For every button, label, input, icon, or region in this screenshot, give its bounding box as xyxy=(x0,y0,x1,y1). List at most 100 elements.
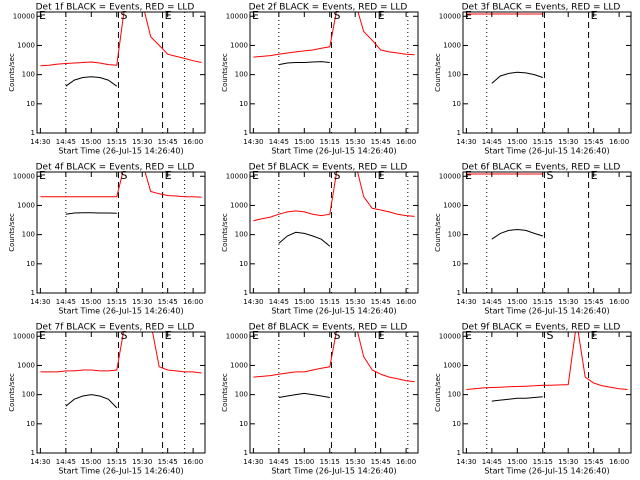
y-tick-label: 1000 xyxy=(17,41,35,49)
y-tick-label: 10000 xyxy=(439,12,461,20)
series-line xyxy=(40,332,202,374)
y-tick-label: 100 xyxy=(448,71,461,79)
y-axis-label: Counts/sec xyxy=(434,53,442,92)
x-tick-label: 15:15 xyxy=(533,458,553,466)
x-tick-label: 15:30 xyxy=(345,138,365,146)
y-tick-label: 1000 xyxy=(230,201,248,209)
chart-panel: ESE11010010001000014:3014:4515:0015:1515… xyxy=(434,163,632,316)
plot-frame xyxy=(249,171,419,294)
x-tick-label: 16:00 xyxy=(183,298,203,306)
plot-frame xyxy=(249,11,419,134)
x-tick-label: 14:45 xyxy=(482,298,502,306)
y-tick-label: 10 xyxy=(239,100,248,108)
x-tick-label: 14:30 xyxy=(30,458,50,466)
x-tick-label: 14:30 xyxy=(456,138,476,146)
event-label: E xyxy=(465,9,472,22)
x-tick-label: 14:30 xyxy=(243,138,263,146)
y-tick-label: 1 xyxy=(457,449,461,457)
y-tick-label: 10000 xyxy=(226,12,248,20)
plot-frame xyxy=(462,331,632,454)
chart-title: Det 6f BLACK = Events, RED = LLD xyxy=(462,163,621,173)
x-tick-label: 16:00 xyxy=(396,138,416,146)
y-tick-label: 1000 xyxy=(443,41,461,49)
x-tick-label: 15:45 xyxy=(158,458,178,466)
plot-area xyxy=(466,12,590,133)
y-tick-label: 100 xyxy=(448,391,461,399)
x-tick-label: 14:45 xyxy=(269,138,289,146)
chart-title: Det 7f BLACK = Events, RED = LLD xyxy=(36,323,195,333)
plot-area xyxy=(466,172,590,293)
series-line xyxy=(253,12,415,58)
y-tick-label: 10000 xyxy=(13,12,35,20)
event-label: S xyxy=(546,169,553,182)
y-axis-label: Counts/sec xyxy=(8,373,16,412)
x-tick-label: 14:30 xyxy=(243,458,263,466)
x-tick-label: 16:00 xyxy=(609,458,629,466)
plot-area xyxy=(40,12,202,133)
chart-title: Det 1f BLACK = Events, RED = LLD xyxy=(36,3,195,13)
x-tick-label: 15:00 xyxy=(294,298,314,306)
chart-title: Det 9f BLACK = Events, RED = LLD xyxy=(462,323,621,333)
y-tick-label: 10000 xyxy=(439,332,461,340)
y-tick-label: 10000 xyxy=(226,172,248,180)
series-line xyxy=(65,394,118,409)
plot-frame xyxy=(462,11,632,134)
chart-title: Det 3f BLACK = Events, RED = LLD xyxy=(462,3,621,13)
y-tick-label: 10 xyxy=(452,420,461,428)
series-line xyxy=(40,172,202,198)
chart-panel: ESE11010010001000014:3014:4515:0015:1515… xyxy=(8,323,206,476)
x-tick-label: 14:30 xyxy=(30,138,50,146)
x-tick-label: 15:30 xyxy=(558,138,578,146)
x-tick-label: 15:15 xyxy=(107,298,127,306)
x-axis-label: Start Time (26-Jul-15 14:26:40) xyxy=(484,307,609,316)
x-axis-label: Start Time (26-Jul-15 14:26:40) xyxy=(271,307,396,316)
x-tick-label: 15:00 xyxy=(507,138,527,146)
x-tick-label: 14:45 xyxy=(482,138,502,146)
event-label: E xyxy=(252,169,259,182)
y-tick-label: 100 xyxy=(22,391,35,399)
y-tick-label: 10 xyxy=(452,100,461,108)
plot-frame xyxy=(36,331,206,454)
y-tick-label: 100 xyxy=(235,71,248,79)
x-tick-label: 15:15 xyxy=(320,138,340,146)
y-axis-label: Counts/sec xyxy=(221,373,229,412)
series-line xyxy=(491,396,543,402)
y-tick-label: 1 xyxy=(457,129,461,137)
series-line xyxy=(65,212,117,215)
x-tick-label: 14:45 xyxy=(56,138,76,146)
y-tick-label: 1 xyxy=(244,289,248,297)
x-tick-label: 15:15 xyxy=(533,298,553,306)
y-tick-label: 10000 xyxy=(439,172,461,180)
x-tick-label: 14:30 xyxy=(30,298,50,306)
event-label: E xyxy=(465,329,472,342)
series-line xyxy=(491,228,543,240)
event-label: S xyxy=(120,169,127,182)
chart-panel: ESE11010010001000014:3014:4515:0015:1515… xyxy=(221,163,419,316)
y-tick-label: 100 xyxy=(448,231,461,239)
x-tick-label: 15:15 xyxy=(107,138,127,146)
y-tick-label: 1 xyxy=(31,449,35,457)
chart-panel: EE11010010001000014:3014:4515:0015:1515:… xyxy=(434,3,632,156)
y-tick-label: 1000 xyxy=(17,201,35,209)
x-tick-label: 15:00 xyxy=(81,298,101,306)
x-tick-label: 14:30 xyxy=(456,458,476,466)
y-tick-label: 1 xyxy=(31,129,35,137)
chart-panel: ESE11010010001000014:3014:4515:0015:1515… xyxy=(8,163,206,316)
x-tick-label: 15:45 xyxy=(584,458,604,466)
x-tick-label: 14:45 xyxy=(56,298,76,306)
y-tick-label: 100 xyxy=(235,391,248,399)
chart-panel: ESE11010010001000014:3014:4515:0015:1515… xyxy=(221,323,419,476)
plot-area xyxy=(40,172,202,293)
x-axis-label: Start Time (26-Jul-15 14:26:40) xyxy=(484,467,609,476)
x-tick-label: 14:45 xyxy=(269,298,289,306)
y-tick-label: 100 xyxy=(22,231,35,239)
series-line xyxy=(253,172,415,222)
x-tick-label: 15:30 xyxy=(132,138,152,146)
x-tick-label: 15:30 xyxy=(558,298,578,306)
event-label: E xyxy=(39,329,46,342)
y-tick-label: 10 xyxy=(239,420,248,428)
y-tick-label: 100 xyxy=(22,71,35,79)
y-axis-label: Counts/sec xyxy=(434,373,442,412)
series-line xyxy=(466,332,628,390)
plot-frame xyxy=(249,331,419,454)
